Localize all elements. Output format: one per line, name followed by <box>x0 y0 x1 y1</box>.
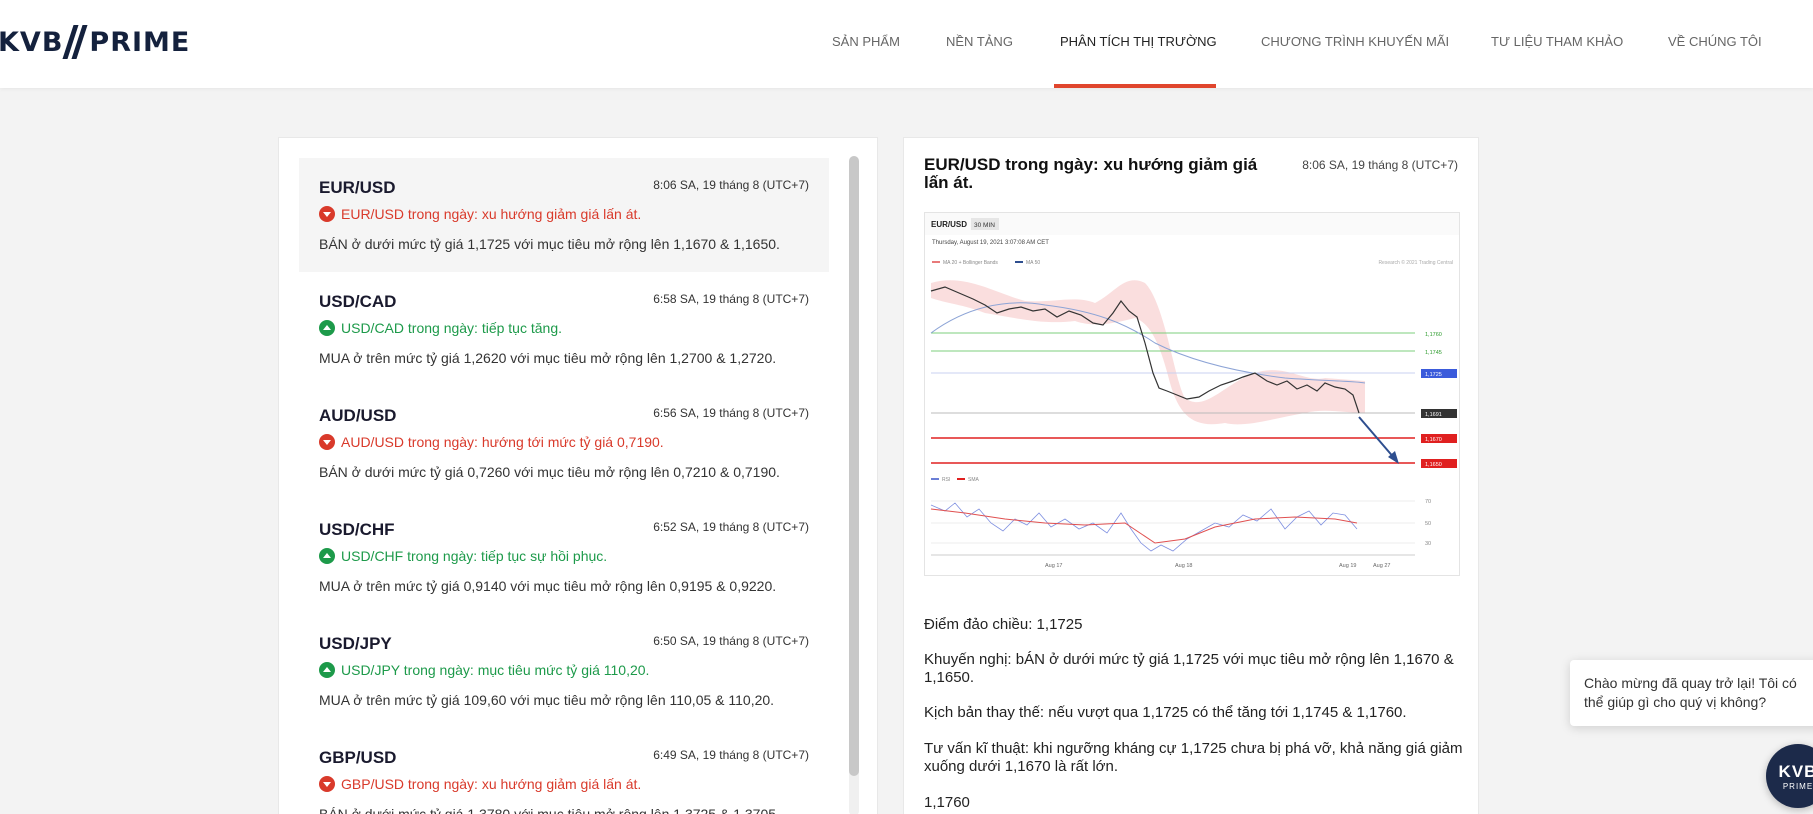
headline-text: AUD/USD trong ngày: hướng tới mức tỷ giá… <box>341 434 664 450</box>
list-item-time: 6:52 SA, 19 tháng 8 (UTC+7) <box>653 520 809 534</box>
list-item-headline: EUR/USD trong ngày: xu hướng giảm giá lấ… <box>319 206 641 222</box>
nav-item-platforms[interactable]: NỀN TẢNG <box>946 34 1013 49</box>
list-item-description: BÁN ở dưới mức tỷ giá 0,7260 với mục tiê… <box>319 464 780 480</box>
pivot-point-text: Điểm đảo chiều: 1,1725 <box>924 616 1083 633</box>
logo-slash-icon <box>65 25 87 59</box>
list-item-symbol: GBP/USD <box>319 748 397 767</box>
x-axis-label: Aug 17 <box>1045 563 1062 569</box>
nav-item-market-analysis[interactable]: PHÂN TÍCH THỊ TRƯỜNG <box>1054 0 1217 88</box>
list-item-headline: USD/CHF trong ngày: tiếp tục sự hồi phục… <box>319 548 607 564</box>
analysis-list-panel: EUR/USD 8:06 SA, 19 tháng 8 (UTC+7) EUR/… <box>278 137 878 814</box>
list-item-time: 6:50 SA, 19 tháng 8 (UTC+7) <box>653 634 809 648</box>
level-label: 1,1745 <box>1425 350 1442 356</box>
level-label: 1,1691 <box>1425 412 1442 418</box>
nav-item-label: PHÂN TÍCH THỊ TRƯỜNG <box>1060 34 1217 49</box>
x-axis-label: Aug 18 <box>1175 563 1192 569</box>
chart-credit: Research © 2021 Trading Central <box>1378 259 1453 266</box>
legend-ma20: MA 20 + Bollinger Bands <box>943 260 998 266</box>
rsi-level-label: 50 <box>1425 521 1431 527</box>
nav-item-about-us[interactable]: VỀ CHÚNG TÔI <box>1668 34 1762 49</box>
list-item-time: 6:58 SA, 19 tháng 8 (UTC+7) <box>653 292 809 306</box>
level-label: 1,1760 <box>1425 332 1442 338</box>
kvb-prime-logo[interactable]: KVB PRIME <box>0 25 191 59</box>
nav-item-products[interactable]: SẢN PHẨM <box>832 34 900 49</box>
arrow-down-icon <box>319 434 335 450</box>
price-chart-image: EUR/USD 30 MIN Thursday, August 19, 2021… <box>924 212 1460 576</box>
level-label: 1,1650 <box>1425 462 1442 468</box>
list-item-time: 6:49 SA, 19 tháng 8 (UTC+7) <box>653 748 809 762</box>
list-item[interactable]: AUD/USD 6:56 SA, 19 tháng 8 (UTC+7) AUD/… <box>299 386 829 500</box>
site-header: KVB PRIME SẢN PHẨM NỀN TẢNG PHÂN TÍCH TH… <box>0 0 1813 88</box>
list-item-time: 8:06 SA, 19 tháng 8 (UTC+7) <box>653 178 809 192</box>
scrollbar-thumb[interactable] <box>849 156 859 776</box>
headline-text: EUR/USD trong ngày: xu hướng giảm giá lấ… <box>341 206 642 222</box>
level-label: 1,1725 <box>1425 372 1442 378</box>
list-item-description: BÁN ở dưới mức tỷ giá 1,1725 với mục tiê… <box>319 236 780 252</box>
list-item[interactable]: USD/CAD 6:58 SA, 19 tháng 8 (UTC+7) USD/… <box>299 272 829 386</box>
list-item-symbol: AUD/USD <box>319 406 397 425</box>
arrow-up-icon <box>319 548 335 564</box>
chat-launcher-button[interactable]: KVB PRIME <box>1766 744 1813 808</box>
rsi-level-label: 30 <box>1425 541 1431 547</box>
arrow-down-icon <box>319 776 335 792</box>
headline-text: GBP/USD trong ngày: xu hướng giảm giá lấ… <box>341 776 642 792</box>
recommendation-text: Khuyến nghị: bÁN ở dưới mức tỷ giá 1,172… <box>924 651 1454 686</box>
nav-item-resources[interactable]: TƯ LIỆU THAM KHẢO <box>1491 34 1624 49</box>
nav-active-underline <box>1054 84 1216 88</box>
list-item[interactable]: EUR/USD 8:06 SA, 19 tháng 8 (UTC+7) EUR/… <box>299 158 829 272</box>
list-item-description: BÁN ở dưới mức tỷ giá 1,3780 với mục tiê… <box>319 806 780 814</box>
list-item[interactable]: USD/JPY 6:50 SA, 19 tháng 8 (UTC+7) USD/… <box>299 614 829 728</box>
list-item-description: MUA ở trên mức tỷ giá 1,2620 với mục tiê… <box>319 350 777 366</box>
level-label: 1,1670 <box>1425 437 1442 443</box>
detail-time: 8:06 SA, 19 tháng 8 (UTC+7) <box>1302 158 1458 172</box>
list-item-headline: AUD/USD trong ngày: hướng tới mức tỷ giá… <box>319 434 664 450</box>
arrow-up-icon <box>319 662 335 678</box>
list-item-description: MUA ở trên mức tỷ giá 0,9140 với mục tiê… <box>319 578 777 594</box>
arrow-down-icon <box>319 206 335 222</box>
chart-date: Thursday, August 19, 2021 3:07:08 AM CET <box>932 240 1049 246</box>
list-item-symbol: USD/CAD <box>319 292 397 311</box>
analysis-detail-panel: EUR/USD trong ngày: xu hướng giảm giá lấ… <box>903 137 1479 814</box>
x-axis-label: Aug 19 <box>1339 563 1356 569</box>
chart-symbol: EUR/USD <box>931 220 967 229</box>
list-item-headline: USD/JPY trong ngày: mục tiêu mức tỷ giá … <box>319 662 649 678</box>
nav-item-promotions[interactable]: CHƯƠNG TRÌNH KHUYẾN MÃI <box>1261 34 1450 49</box>
technical-advice-text: Tư vấn kĩ thuật: khi ngưỡng kháng cự 1,1… <box>924 740 1463 775</box>
list-item[interactable]: GBP/USD 6:49 SA, 19 tháng 8 (UTC+7) GBP/… <box>299 728 829 814</box>
x-axis-label: Aug 27 <box>1373 563 1390 569</box>
alternative-scenario-text: Kịch bản thay thế: nếu vượt qua 1,1725 c… <box>924 704 1407 721</box>
arrow-up-icon <box>319 320 335 336</box>
list-item-headline: GBP/USD trong ngày: xu hướng giảm giá lấ… <box>319 776 641 792</box>
rsi-sma-legend: SMA <box>968 477 980 483</box>
headline-text: USD/JPY trong ngày: mục tiêu mức tỷ giá … <box>341 662 650 678</box>
headline-text: USD/CHF trong ngày: tiếp tục sự hồi phục… <box>341 548 608 564</box>
list-item-symbol: USD/CHF <box>319 520 395 539</box>
price-chart-svg: EUR/USD 30 MIN Thursday, August 19, 2021… <box>925 213 1459 569</box>
list-item-description: MUA ở trên mức tỷ giá 109,60 với mục tiê… <box>319 692 775 708</box>
list-item-headline: USD/CAD trong ngày: tiếp tục tăng. <box>319 320 562 336</box>
detail-title: EUR/USD trong ngày: xu hướng giảm giá lấ… <box>924 155 1258 192</box>
list-item[interactable]: USD/CHF 6:52 SA, 19 tháng 8 (UTC+7) USD/… <box>299 500 829 614</box>
chart-timeframe: 30 MIN <box>974 222 995 229</box>
level-text: 1,1760 <box>924 794 970 811</box>
list-item-symbol: USD/JPY <box>319 634 392 653</box>
chat-button-sub: PRIME <box>1782 781 1813 791</box>
chat-greeting-bubble[interactable]: Chào mừng đã quay trở lại! Tôi có thể gi… <box>1570 660 1813 726</box>
chat-button-logo: KVB <box>1778 761 1813 781</box>
list-item-time: 6:56 SA, 19 tháng 8 (UTC+7) <box>653 406 809 420</box>
rsi-level-label: 70 <box>1425 499 1431 505</box>
headline-text: USD/CAD trong ngày: tiếp tục tăng. <box>341 320 562 336</box>
legend-ma50: MA 50 <box>1026 260 1040 266</box>
list-item-symbol: EUR/USD <box>319 178 396 197</box>
rsi-legend: RSI <box>942 477 950 483</box>
